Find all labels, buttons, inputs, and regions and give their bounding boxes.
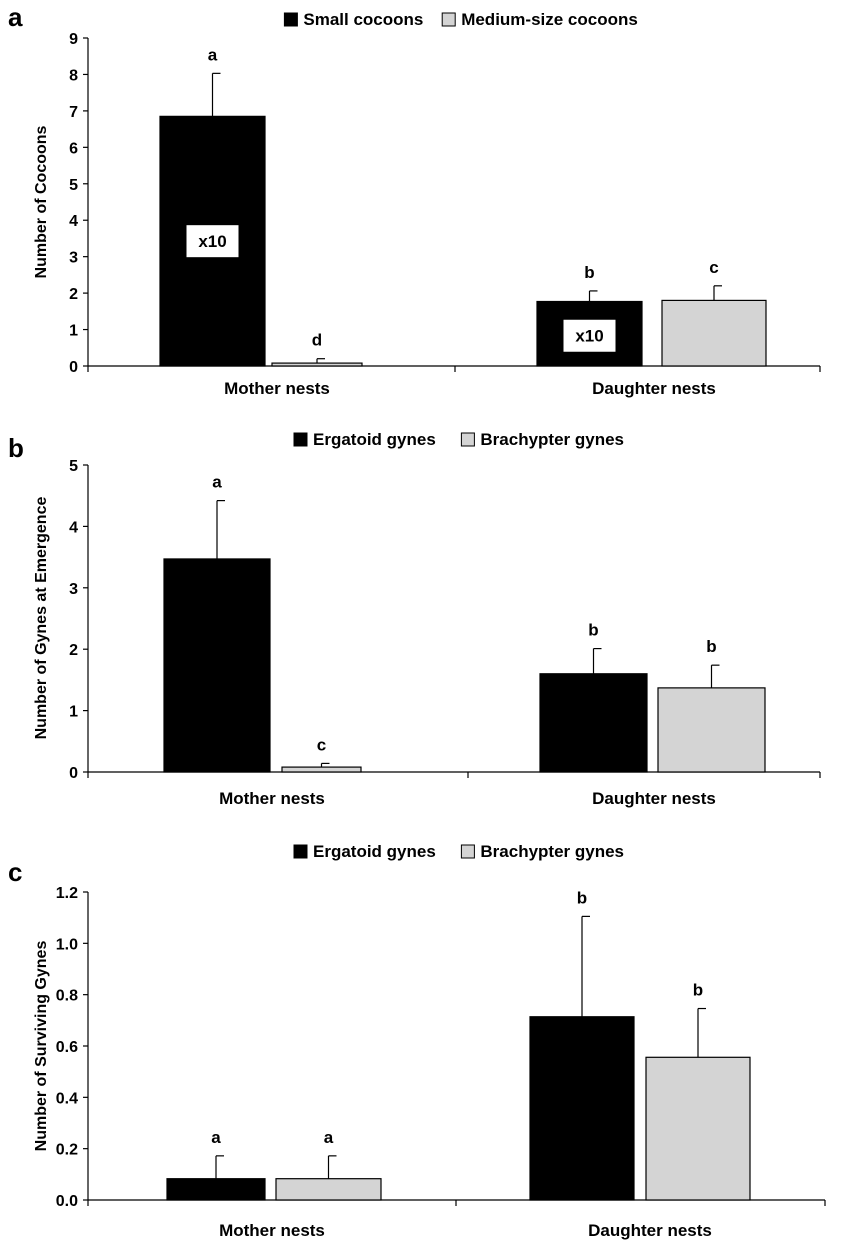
significance-letter: a <box>212 473 222 492</box>
legend-swatch-2 <box>460 432 475 447</box>
bar-series2 <box>657 687 766 773</box>
significance-letter: b <box>693 981 703 1000</box>
legend-label-2: Brachypter gynes <box>480 842 624 861</box>
significance-letter: c <box>317 735 326 754</box>
y-tick-label: 0.0 <box>56 1193 78 1210</box>
legend: Ergatoid gynes Brachypter gynes <box>293 430 624 449</box>
significance-letter: b <box>577 888 587 907</box>
y-tick-label: 4 <box>69 213 78 230</box>
bar-annotation: x10 <box>575 327 603 346</box>
category-label: Mother nests <box>219 789 325 808</box>
legend: Ergatoid gynes Brachypter gynes <box>293 842 624 861</box>
y-axis-label: Number of Cocoons <box>33 125 50 278</box>
y-tick-label: 6 <box>69 140 78 157</box>
y-tick-label: 0.2 <box>56 1142 78 1159</box>
y-tick-label: 5 <box>69 177 78 194</box>
category-label: Daughter nests <box>592 789 716 808</box>
bar-series2 <box>275 1178 382 1201</box>
panel-letter: a <box>8 2 23 32</box>
bar-series2 <box>661 299 767 367</box>
significance-letter: a <box>208 45 218 64</box>
legend-label-2: Medium-size cocoons <box>461 10 638 29</box>
y-axis-label: Number of Surviving Gynes <box>33 941 50 1152</box>
legend: Small cocoons Medium-size cocoons <box>283 10 638 29</box>
bar-series1 <box>163 558 271 773</box>
category-label: Daughter nests <box>592 379 716 398</box>
annotation-box <box>563 319 616 352</box>
bar-series2 <box>281 766 362 773</box>
legend-swatch-2 <box>460 844 475 859</box>
y-tick-label: 2 <box>69 642 78 659</box>
y-tick-label: 2 <box>69 286 78 303</box>
panel-a: a Small cocoons Medium-size cocoons Number … <box>8 2 821 398</box>
significance-letter: c <box>709 258 718 277</box>
y-tick-label: 0.4 <box>56 1090 78 1107</box>
y-tick-label: 9 <box>69 31 78 48</box>
y-tick-label: 1.2 <box>56 885 78 902</box>
y-tick-label: 0.8 <box>56 988 78 1005</box>
y-tick-label: 8 <box>69 67 78 84</box>
category-label: Mother nests <box>224 379 330 398</box>
bar-annotation: x10 <box>198 232 226 251</box>
y-tick-label: 3 <box>69 581 78 598</box>
significance-letter: a <box>324 1128 334 1147</box>
category-label: Daughter nests <box>588 1221 712 1240</box>
legend-swatch-1 <box>293 844 308 859</box>
bar-series2 <box>645 1056 751 1201</box>
legend-label-1: Ergatoid gynes <box>313 842 436 861</box>
legend-label-1: Small cocoons <box>303 10 423 29</box>
legend-swatch-2 <box>441 12 456 27</box>
significance-letter: d <box>312 331 322 350</box>
legend-swatch-1 <box>283 12 298 27</box>
panel-letter: c <box>8 857 22 887</box>
y-tick-label: 7 <box>69 104 78 121</box>
bar-series1 <box>529 1016 635 1201</box>
y-tick-label: 0 <box>69 765 78 782</box>
y-tick-label: 1.0 <box>56 936 78 953</box>
y-tick-label: 4 <box>69 519 78 536</box>
y-tick-label: 1 <box>69 323 78 340</box>
panel-b: b Ergatoid gynes Brachypter gynes Number of… <box>8 430 821 808</box>
bar-series2 <box>271 362 363 367</box>
y-axis-label: Number of Gynes at Emergence <box>33 497 50 740</box>
y-tick-label: 1 <box>69 704 78 721</box>
legend-swatch-1 <box>293 432 308 447</box>
panel-letter: b <box>8 433 24 463</box>
legend-label-2: Brachypter gynes <box>480 430 624 449</box>
significance-letter: a <box>211 1128 221 1147</box>
bar-series1 <box>166 1178 266 1201</box>
annotation-box <box>186 225 239 258</box>
chart-panels: a Small cocoons Medium-size cocoons Number … <box>8 2 826 1240</box>
y-tick-label: 5 <box>69 458 78 475</box>
bar-series1 <box>539 673 648 773</box>
y-tick-label: 0.6 <box>56 1039 78 1056</box>
y-tick-label: 3 <box>69 250 78 267</box>
category-label: Mother nests <box>219 1221 325 1240</box>
legend-label-1: Ergatoid gynes <box>313 430 436 449</box>
significance-letter: b <box>588 621 598 640</box>
significance-letter: b <box>584 263 594 282</box>
significance-letter: b <box>706 637 716 656</box>
y-tick-label: 0 <box>69 359 78 376</box>
panel-c: c Ergatoid gynes Brachypter gynes Number of… <box>8 842 826 1240</box>
